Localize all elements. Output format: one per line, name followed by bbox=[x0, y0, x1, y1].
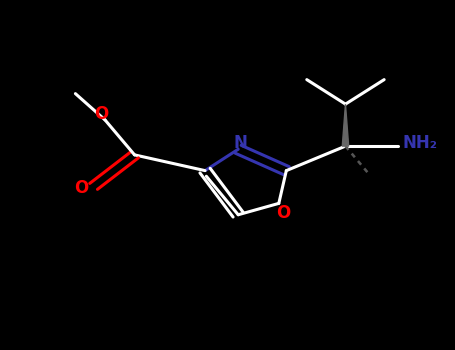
Polygon shape bbox=[342, 104, 349, 146]
Text: NH₂: NH₂ bbox=[402, 134, 437, 152]
Text: N: N bbox=[233, 134, 248, 152]
Text: O: O bbox=[276, 204, 290, 222]
Text: O: O bbox=[94, 105, 108, 122]
Text: O: O bbox=[74, 179, 88, 197]
